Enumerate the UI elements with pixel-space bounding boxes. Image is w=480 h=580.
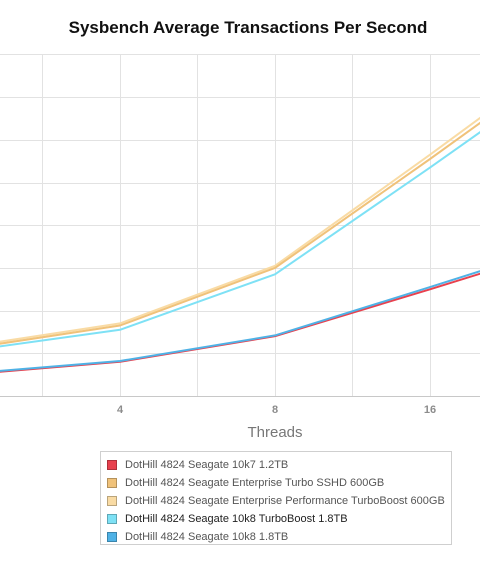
legend-item-10k8[interactable]: DotHill 4824 Seagate 10k8 1.8TB	[107, 528, 288, 546]
legend-swatch	[107, 532, 117, 542]
x-axis-label: Threads	[247, 424, 303, 441]
legend-swatch	[107, 514, 117, 524]
legend-swatch	[107, 496, 117, 506]
legend-item-performance-turboboost[interactable]: DotHill 4824 Seagate Enterprise Performa…	[107, 492, 445, 510]
legend-swatch	[107, 478, 117, 488]
series-line	[0, 131, 480, 348]
legend-item-10k7[interactable]: DotHill 4824 Seagate 10k7 1.2TB	[107, 456, 288, 474]
x-tick-labels: 4 8 16	[117, 404, 436, 416]
legend-label: DotHill 4824 Seagate 10k8 1.8TB	[125, 531, 289, 543]
legend-item-10k8-turboboost[interactable]: DotHill 4824 Seagate 10k8 TurboBoost 1.8…	[107, 510, 348, 528]
series-line	[0, 270, 480, 372]
legend: DotHill 4824 Seagate 10k7 1.2TB DotHill …	[100, 451, 452, 545]
legend-label: DotHill 4824 Seagate Enterprise Turbo SS…	[125, 477, 385, 489]
series-line	[0, 121, 480, 345]
x-tick-label: 8	[272, 404, 278, 416]
plot-area: 4 8 16	[0, 54, 480, 416]
legend-label: DotHill 4824 Seagate 10k8 TurboBoost 1.8…	[125, 513, 348, 525]
legend-label: DotHill 4824 Seagate Enterprise Performa…	[125, 495, 445, 507]
series-lines	[0, 116, 480, 373]
x-tick-label: 4	[117, 404, 124, 416]
legend-swatch	[107, 460, 117, 470]
legend-item-turbo-sshd[interactable]: DotHill 4824 Seagate Enterprise Turbo SS…	[107, 474, 384, 492]
grid	[0, 54, 480, 397]
chart-title: Sysbench Average Transactions Per Second	[68, 18, 428, 37]
legend-label: DotHill 4824 Seagate 10k7 1.2TB	[125, 459, 289, 471]
series-line	[0, 116, 480, 343]
x-tick-label: 16	[424, 404, 436, 416]
